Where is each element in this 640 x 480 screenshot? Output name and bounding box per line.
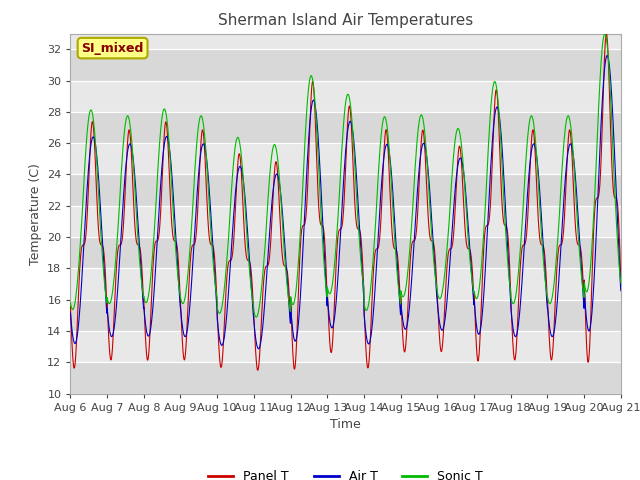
Y-axis label: Temperature (C): Temperature (C) bbox=[29, 163, 42, 264]
Bar bbox=[70, 362, 621, 394]
Bar bbox=[70, 237, 621, 268]
Bar bbox=[70, 174, 621, 206]
Bar bbox=[70, 331, 621, 362]
Title: Sherman Island Air Temperatures: Sherman Island Air Temperatures bbox=[218, 13, 473, 28]
Bar bbox=[70, 49, 621, 81]
Bar bbox=[70, 81, 621, 112]
Text: SI_mixed: SI_mixed bbox=[81, 42, 144, 55]
Bar bbox=[70, 206, 621, 237]
Bar bbox=[70, 143, 621, 174]
Bar bbox=[70, 268, 621, 300]
Legend: Panel T, Air T, Sonic T: Panel T, Air T, Sonic T bbox=[203, 465, 488, 480]
Bar bbox=[70, 112, 621, 143]
X-axis label: Time: Time bbox=[330, 418, 361, 431]
Bar bbox=[70, 300, 621, 331]
